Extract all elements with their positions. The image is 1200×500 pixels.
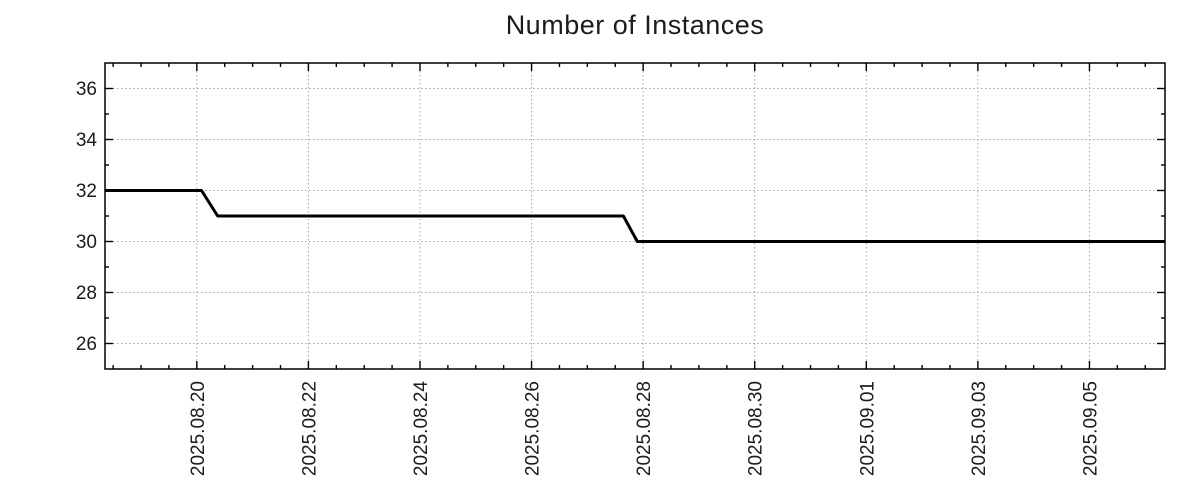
- x-tick-label: 2025.09.03: [969, 381, 990, 476]
- x-tick-label: 2025.09.05: [1081, 381, 1102, 476]
- y-tick-label: 32: [76, 181, 97, 202]
- x-tick-label: 2025.08.30: [746, 381, 767, 476]
- x-tick-label: 2025.08.24: [411, 381, 432, 477]
- x-tick-label: 2025.08.28: [634, 381, 655, 476]
- y-tick-label: 28: [76, 283, 97, 304]
- y-tick-label: 26: [76, 334, 97, 355]
- x-tick-label: 2025.09.01: [857, 381, 878, 476]
- x-tick-label: 2025.08.22: [299, 381, 320, 476]
- x-tick-label: 2025.08.20: [188, 381, 209, 476]
- chart-title: Number of Instances: [505, 10, 765, 40]
- y-tick-label: 30: [76, 232, 97, 253]
- y-tick-label: 34: [76, 130, 98, 151]
- x-tick-label: 2025.08.26: [523, 381, 544, 476]
- y-tick-label: 36: [76, 79, 97, 100]
- plot-border: [104, 62, 1166, 370]
- series-line-instances: [105, 189, 1165, 243]
